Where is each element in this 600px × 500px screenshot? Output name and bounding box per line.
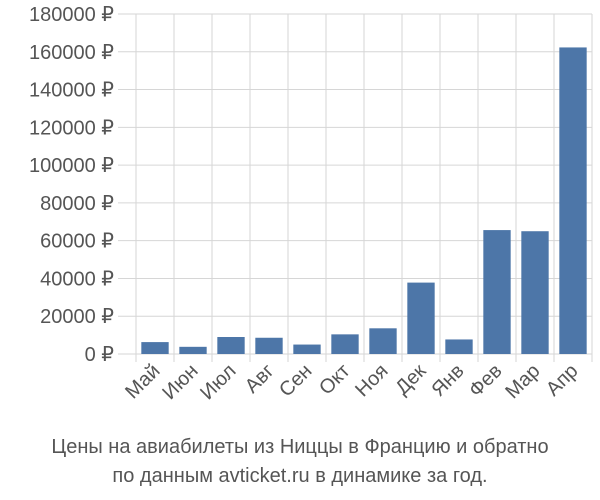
bars [141,47,587,354]
bar-3 [217,337,245,354]
chart-caption-line-2: по данным avticket.ru в динамике за год. [112,465,488,487]
x-tick-label: Май [121,360,164,403]
x-tick-label: Ноя [351,360,392,401]
x-tick-label: Фев [465,360,507,402]
y-axis-tick-labels: 0 ₽ 20000 ₽ 40000 ₽ 60000 ₽ 80000 ₽ 100000 ₽ 1… [29,4,114,366]
y-tick-label: 160000 ₽ [29,42,114,64]
bar-1 [141,342,169,354]
bar-9 [445,339,473,354]
bar-8 [407,282,435,354]
y-tick-label: 140000 ₽ [29,80,114,102]
x-tick-label: Апр [542,360,583,401]
y-tick-label: 80000 ₽ [40,193,114,215]
x-tick-label: Июн [158,360,202,404]
bar-11 [521,231,549,354]
bar-2 [179,346,207,354]
y-tick-label: 0 ₽ [85,344,115,366]
x-tick-label: Янв [427,360,468,401]
x-tick-label: Окт [315,360,354,399]
y-tick-label: 60000 ₽ [40,231,114,253]
y-tick-label: 100000 ₽ [29,155,114,177]
x-tick-label: Авг [241,360,279,398]
x-tick-label: Сен [275,360,316,401]
bar-10 [483,230,511,354]
y-tick-label: 40000 ₽ [40,268,114,290]
bar-4 [255,337,283,354]
bar-12 [559,47,587,354]
grid-lines [118,13,593,362]
x-tick-label: Июл [196,360,240,404]
y-tick-label: 180000 ₽ [29,4,114,26]
bar-7 [369,328,397,354]
chart-caption-line-1: Цены на авиабилеты из Ниццы в Францию и … [51,436,549,458]
x-tick-label: Дек [391,360,430,399]
y-tick-label: 20000 ₽ [40,306,114,328]
bar-6 [331,334,359,354]
x-tick-label: Мар [501,360,544,403]
y-tick-label: 120000 ₽ [29,117,114,139]
bar-5 [293,344,321,354]
